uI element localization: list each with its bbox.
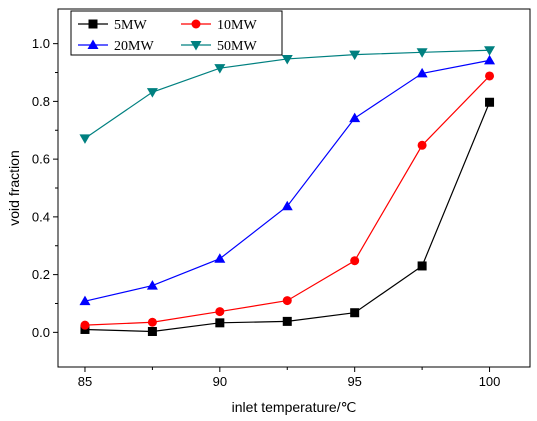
y-tick-label: 1.0 — [32, 36, 50, 51]
legend-item-20mw: 20MW — [78, 39, 154, 54]
data-point-20mw — [214, 253, 226, 263]
y-tick-label: 0.4 — [32, 209, 50, 224]
legend-item-50mw: 50MW — [181, 39, 257, 54]
plot-frame — [57, 8, 531, 368]
data-point-50mw — [79, 134, 91, 144]
data-point-10mw — [80, 320, 90, 330]
series-20mw — [79, 54, 496, 306]
x-axis-title: inlet temperature/℃ — [232, 399, 357, 415]
y-tick-label: 0.0 — [32, 325, 50, 340]
y-axis-title: void fraction — [6, 150, 22, 225]
data-point-5mw — [350, 308, 360, 318]
y-tick-label: 0.2 — [32, 267, 50, 282]
series-line-10mw — [84, 75, 490, 326]
data-point-5mw — [147, 326, 157, 336]
data-point-5mw — [215, 318, 225, 328]
legend-marker-5mw — [88, 19, 98, 29]
data-point-50mw — [146, 88, 158, 98]
x-tick-label: 95 — [347, 374, 361, 389]
legend-box — [70, 10, 283, 56]
legend-label-20mw: 20MW — [114, 39, 154, 54]
data-point-50mw — [416, 48, 428, 58]
y-tick-label: 0.6 — [32, 152, 50, 167]
series-10mw — [80, 71, 495, 330]
data-point-50mw — [281, 54, 293, 65]
data-point-5mw — [417, 261, 427, 271]
series-50mw — [79, 46, 496, 144]
data-point-20mw — [349, 112, 361, 123]
legend: 5MW 10MW 20MW 50MW — [70, 10, 283, 56]
data-point-10mw — [485, 71, 495, 81]
series-5mw — [80, 97, 495, 336]
data-point-20mw — [416, 67, 428, 78]
x-tick-label: 85 — [78, 374, 92, 389]
data-point-5mw — [485, 97, 495, 107]
data-point-10mw — [147, 317, 157, 327]
legend-label-5mw: 5MW — [114, 18, 147, 33]
data-point-5mw — [282, 316, 292, 326]
data-point-10mw — [417, 140, 427, 150]
legend-label-10mw: 10MW — [217, 18, 257, 33]
legend-item-10mw: 10MW — [181, 18, 257, 33]
legend-label-50mw: 50MW — [217, 39, 257, 54]
data-point-50mw — [484, 46, 496, 56]
data-point-20mw — [79, 295, 91, 306]
legend-marker-50mw — [190, 41, 202, 51]
data-point-10mw — [215, 307, 225, 317]
data-point-20mw — [484, 54, 496, 65]
series-layer — [79, 46, 496, 336]
axis-ticks — [53, 43, 491, 372]
data-point-50mw — [349, 50, 361, 61]
axis-tick-labels: 85 90 95 100 0.0 0.2 0.4 0.6 0.8 1.0 — [32, 36, 500, 389]
data-point-10mw — [350, 256, 360, 266]
data-point-10mw — [282, 296, 292, 306]
data-point-50mw — [214, 64, 226, 74]
legend-marker-20mw — [87, 39, 99, 49]
x-tick-label: 100 — [479, 374, 501, 389]
data-point-20mw — [146, 280, 158, 290]
legend-item-5mw: 5MW — [78, 18, 147, 33]
data-point-20mw — [281, 200, 293, 211]
x-tick-label: 90 — [213, 374, 227, 389]
y-tick-label: 0.8 — [32, 94, 50, 109]
legend-marker-10mw — [191, 19, 201, 29]
